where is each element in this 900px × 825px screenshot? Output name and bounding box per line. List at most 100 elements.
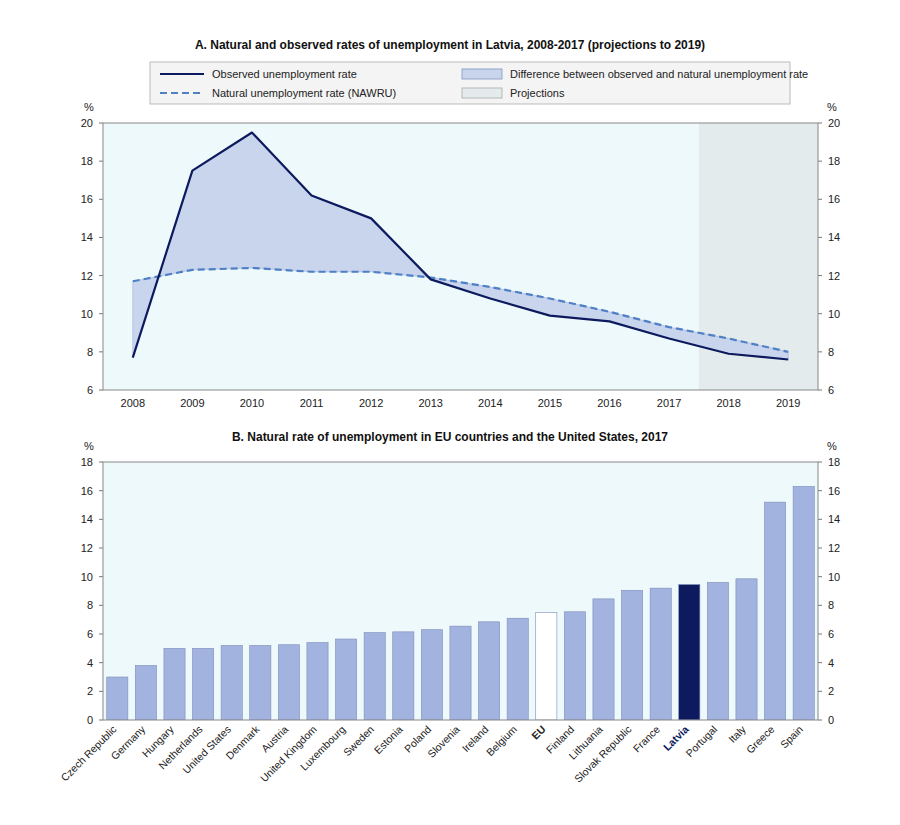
y2-axis-label: % (827, 440, 837, 452)
x-tick-label: 2011 (300, 397, 324, 409)
bar (536, 613, 557, 721)
legend-swatch (462, 88, 502, 98)
y-tick-label: 18 (81, 456, 93, 468)
bar (278, 645, 299, 720)
y-axis-label: % (84, 440, 94, 452)
y2-tick-label: 18 (828, 155, 840, 167)
panel-a: A. Natural and observed rates of unemplo… (81, 38, 841, 409)
y2-tick-label: 10 (828, 571, 840, 583)
legend-swatch (462, 69, 502, 79)
y2-tick-label: 14 (828, 231, 840, 243)
x-tick-label: 2015 (538, 397, 562, 409)
y-tick-label: 14 (81, 231, 93, 243)
bar (164, 648, 185, 720)
y2-tick-label: 2 (828, 685, 834, 697)
y-tick (99, 691, 103, 692)
y-tick (99, 634, 103, 635)
y-tick (99, 605, 103, 606)
x-tick-label: Slovenia (425, 723, 462, 760)
y-tick (99, 576, 103, 577)
y2-tick (818, 462, 822, 463)
y2-tick-label: 6 (828, 628, 834, 640)
y2-tick-label: 12 (828, 542, 840, 554)
x-tick-label: EU (529, 723, 548, 742)
y-tick-label: 12 (81, 542, 93, 554)
x-tick-label: 2019 (776, 397, 800, 409)
y2-tick-label: 16 (828, 485, 840, 497)
bar (479, 622, 500, 720)
y-axis-label: % (84, 101, 94, 113)
y-tick-label: 10 (81, 571, 93, 583)
x-tick-label: 2017 (657, 397, 681, 409)
y-tick-label: 2 (87, 685, 93, 697)
y2-tick-label: 0 (828, 714, 834, 726)
panel-b: B. Natural rate of unemployment in EU co… (58, 430, 840, 785)
y-tick-label: 6 (87, 628, 93, 640)
y-tick (99, 161, 103, 162)
y2-tick-label: 16 (828, 193, 840, 205)
x-tick-label: Italy (726, 722, 749, 745)
y2-tick-label: 8 (828, 346, 834, 358)
bar (107, 677, 128, 720)
bar (793, 486, 814, 720)
y2-tick (818, 123, 822, 124)
title: A. Natural and observed rates of unemplo… (195, 38, 705, 52)
x-tick-label: 2008 (121, 397, 145, 409)
data-layer (133, 133, 788, 360)
x-tick-label: Sweden (341, 723, 376, 758)
x-tick-label: France (631, 723, 663, 755)
y-tick (99, 199, 103, 200)
y-tick (99, 123, 103, 124)
y2-tick (818, 576, 822, 577)
x-tick-label: 2014 (478, 397, 502, 409)
plot-frame (103, 123, 818, 390)
legend-label: Observed unemployment rate (212, 68, 357, 80)
y-tick-label: 20 (81, 117, 93, 129)
bar (507, 618, 528, 720)
y2-tick (818, 237, 822, 238)
chart-root: A. Natural and observed rates of unemplo… (0, 0, 900, 825)
legend-swatch (160, 92, 204, 94)
x-tick-label: Germany (108, 722, 148, 762)
x-tick-label: 2013 (418, 397, 442, 409)
y2-tick (818, 313, 822, 314)
x-tick-label: Luxembourg (298, 723, 348, 773)
x-tick-label: 2016 (597, 397, 621, 409)
bar (679, 585, 700, 720)
bar (736, 579, 757, 720)
bar (221, 645, 242, 720)
bar (650, 588, 671, 720)
y-tick (99, 548, 103, 549)
plot-bg (103, 123, 818, 390)
x-tick-label: Spain (778, 723, 806, 751)
bar (307, 643, 328, 720)
bar (364, 633, 385, 720)
bar (450, 626, 471, 720)
y2-tick (818, 199, 822, 200)
legend-label: Projections (510, 87, 565, 99)
bar (393, 632, 414, 720)
y-tick-label: 0 (87, 714, 93, 726)
legend-label: Natural unemployment rate (NAWRU) (212, 87, 396, 99)
bar (593, 599, 614, 720)
y2-tick (818, 490, 822, 491)
y2-tick (818, 634, 822, 635)
y-tick-label: 8 (87, 346, 93, 358)
y2-tick-label: 4 (828, 657, 834, 669)
y-tick (99, 237, 103, 238)
y2-tick (818, 519, 822, 520)
y-tick (99, 490, 103, 491)
y2-tick (818, 275, 822, 276)
y-tick (99, 519, 103, 520)
x-tick-label: 2010 (240, 397, 264, 409)
y2-tick-label: 8 (828, 599, 834, 611)
bar (250, 645, 271, 720)
x-tick-label: Belgium (484, 723, 519, 758)
bar (564, 612, 585, 720)
y-tick-label: 4 (87, 657, 93, 669)
y-tick-label: 10 (81, 308, 93, 320)
legend-swatch (160, 73, 204, 75)
y2-tick (818, 351, 822, 352)
x-tick-label: United States (180, 723, 233, 776)
x-tick-label: Portugal (683, 723, 719, 759)
